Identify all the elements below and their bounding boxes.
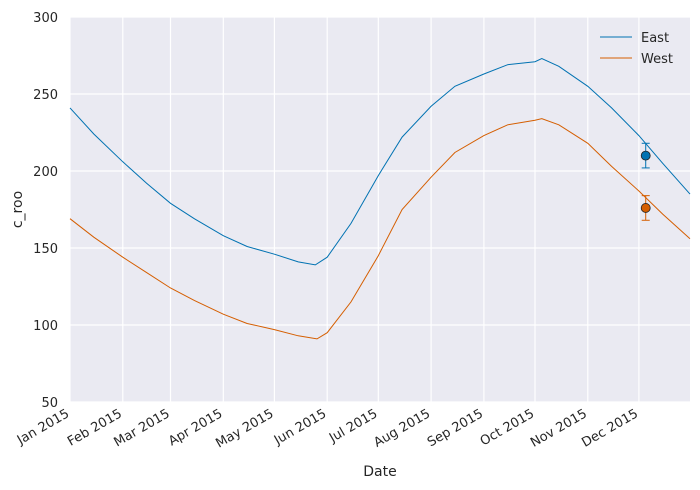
y-tick-label: 200 <box>33 165 58 180</box>
y-tick-label: 300 <box>33 11 58 26</box>
y-tick-label: 50 <box>41 396 58 411</box>
x-axis-label: Date <box>363 464 396 480</box>
x-tick-label: Nov 2015 <box>528 406 590 450</box>
marker-point <box>640 150 651 161</box>
grid-lines <box>69 16 690 403</box>
legend: East West <box>600 31 673 67</box>
x-tick-label: May 2015 <box>213 406 276 451</box>
y-tick-label: 150 <box>33 242 58 257</box>
x-tick-label: Aug 2015 <box>371 406 433 450</box>
y-tick-label: 100 <box>33 319 58 334</box>
y-tick-labels: 50 100 150 200 250 300 <box>33 11 58 411</box>
marker-point <box>640 203 651 213</box>
error-markers <box>640 142 651 221</box>
series-lines <box>69 58 691 340</box>
x-tick-label: Dec 2015 <box>579 406 641 450</box>
y-tick-label: 250 <box>33 88 58 103</box>
x-tick-label: Jun 2015 <box>271 406 329 448</box>
legend-label: West <box>641 52 673 67</box>
x-tick-label: Sep 2015 <box>425 406 486 450</box>
legend-label: East <box>641 31 669 46</box>
x-tick-label: Oct 2015 <box>478 406 537 449</box>
y-axis-label: c_roo <box>10 191 26 228</box>
series-line-west <box>69 118 691 340</box>
x-tick-label: Jan 2015 <box>14 406 72 448</box>
plot-area <box>70 17 690 402</box>
series-line-east <box>69 58 691 266</box>
